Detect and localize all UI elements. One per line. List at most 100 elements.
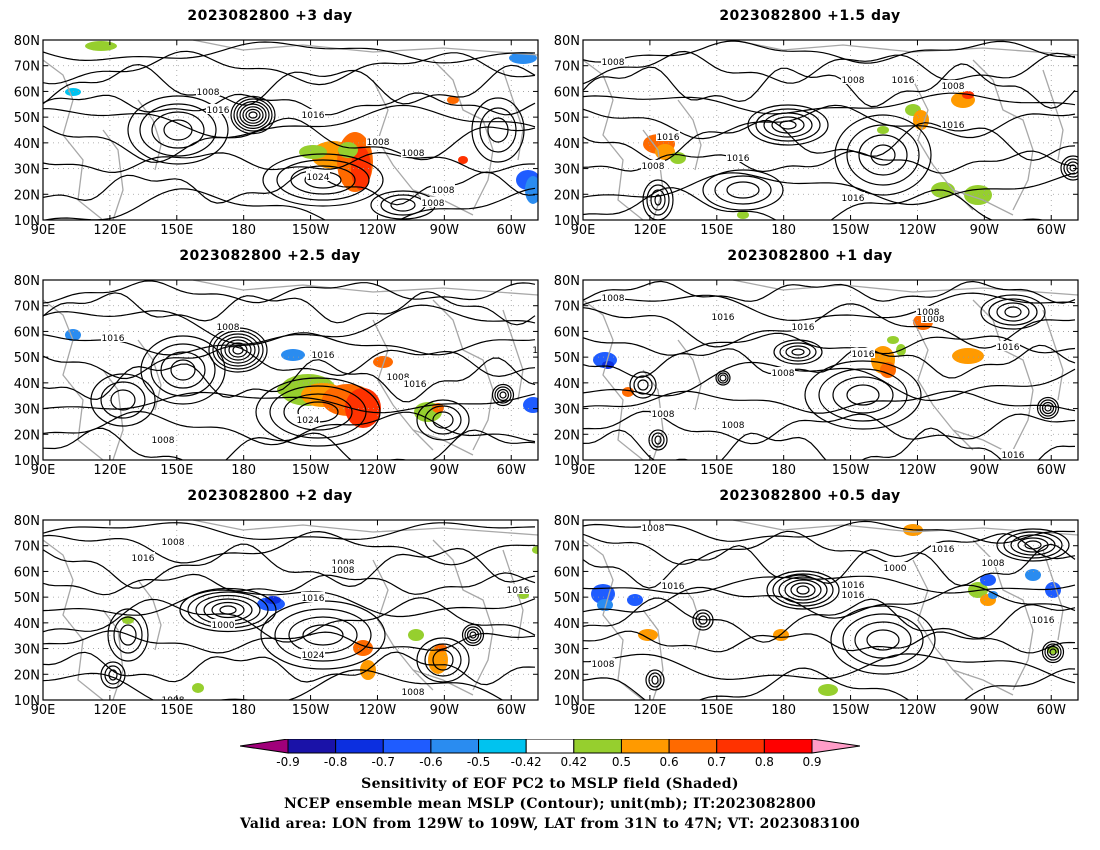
x-tick-label: 120W xyxy=(899,223,937,238)
x-tick-label: 150W xyxy=(832,703,870,718)
mslp-contour xyxy=(163,119,193,141)
panel-title: 2023082800 +2.5 day xyxy=(179,248,361,264)
sensitivity-shade xyxy=(299,145,327,159)
contour-label: 1016 xyxy=(302,594,325,604)
contour-label: 1016 xyxy=(102,334,125,344)
mslp-contour xyxy=(119,624,137,646)
coastline xyxy=(432,539,494,691)
mslp-contour xyxy=(692,609,714,631)
contour-label: 1008 xyxy=(422,199,445,209)
mslp-contour xyxy=(276,159,370,201)
mslp-contour xyxy=(583,427,1076,460)
contour-label: 1008 xyxy=(162,696,185,706)
colorbar-scale xyxy=(240,739,860,754)
y-tick-label: 70N xyxy=(14,60,40,75)
sensitivity-shade xyxy=(952,348,984,364)
mslp-contour xyxy=(583,575,1076,595)
mslp-contour xyxy=(818,368,908,422)
contour-label: 1016 xyxy=(997,343,1020,353)
mslp-contour xyxy=(170,359,196,381)
mslp-contour xyxy=(1039,399,1057,417)
y-tick-label: 60N xyxy=(554,565,580,580)
mslp-contour xyxy=(43,280,536,304)
y-tick-label: 30N xyxy=(554,163,580,178)
colorbar-tick-label: -0.6 xyxy=(419,755,443,769)
panel-plus2day: 2023082800 +2 day 1008 1016 1008 1008 1016 10… xyxy=(0,488,540,728)
x-tick-label: 120W xyxy=(359,703,397,718)
y-tick-label: 60N xyxy=(14,565,40,580)
x-tick-label: 60W xyxy=(497,463,527,478)
colorbar-tick-label: -0.8 xyxy=(323,755,348,769)
x-tick-label: 90W xyxy=(430,463,460,478)
colorbar-tick-label: 0.7 xyxy=(707,755,727,769)
colorbar-tick-label: -0.9 xyxy=(276,755,300,769)
mslp-contour xyxy=(43,63,536,106)
mslp-contour xyxy=(583,292,1076,322)
contour-label: 1008 xyxy=(387,373,410,383)
x-tick-label: 150W xyxy=(832,463,870,478)
contour-label: 1016 xyxy=(404,380,427,390)
y-tick-label: 80N xyxy=(14,274,40,289)
mslp-contour xyxy=(107,608,149,662)
x-tick-label: 120E xyxy=(633,703,666,718)
y-tick-label: 40N xyxy=(554,137,580,152)
contour-label: 1024 xyxy=(307,173,330,183)
mslp-contour xyxy=(274,608,372,662)
mslp-contour xyxy=(583,303,1076,349)
x-tick-label: 180 xyxy=(771,463,796,478)
coastline xyxy=(502,309,524,401)
colorbar-tick-label: 0.5 xyxy=(611,755,631,769)
mslp-contour xyxy=(151,111,205,149)
mslp-contour xyxy=(108,669,118,681)
mslp-contour xyxy=(702,169,784,211)
panel-title: 2023082800 +1.5 day xyxy=(719,8,901,24)
mslp-contour xyxy=(988,298,1038,326)
y-tick-label: 70N xyxy=(554,60,580,75)
coastline xyxy=(583,299,644,460)
sensitivity-shade xyxy=(65,329,81,341)
contour-label: 1016 xyxy=(792,323,815,333)
mslp-contour xyxy=(100,381,146,419)
x-tick-label: 120W xyxy=(899,703,937,718)
mslp-contour xyxy=(773,339,823,365)
mslp-contour xyxy=(139,103,217,157)
mslp-contour xyxy=(583,597,1076,643)
contour-label: 1016 xyxy=(1032,616,1055,626)
contour-label: 1008 xyxy=(602,294,625,304)
mslp-contour xyxy=(43,92,536,116)
contour-label: 1008 xyxy=(402,688,425,698)
contour-label: 1008 xyxy=(432,186,455,196)
sensitivity-shade xyxy=(602,361,614,369)
map-plot: 1008101610161008101610081008101610081008… xyxy=(554,274,1079,478)
coastline xyxy=(192,520,538,536)
colorbar-tick-label: 0.6 xyxy=(659,755,679,769)
mslp-contour xyxy=(104,665,122,685)
mslp-contour xyxy=(179,587,277,633)
mslp-contour xyxy=(224,339,252,361)
y-tick-label: 50N xyxy=(14,111,40,126)
colorbar-swatch xyxy=(620,739,670,754)
mslp-contour xyxy=(715,370,731,386)
mslp-contour xyxy=(779,342,817,362)
map-plot: 10161008101610241008101610081080N70N60N5… xyxy=(14,274,539,478)
mslp-contour xyxy=(766,570,840,610)
sensitivity-shade xyxy=(345,388,381,428)
contour-label: 1008 xyxy=(367,138,390,148)
x-tick-label: 150E xyxy=(160,703,193,718)
contour-label: 1008 xyxy=(197,88,220,98)
contour-label: 1024 xyxy=(302,651,325,661)
coastline xyxy=(677,339,702,411)
contour-label: 1008 xyxy=(332,566,355,576)
sensitivity-shade xyxy=(447,96,459,104)
mslp-contour xyxy=(219,605,237,615)
contour-label: 1016 xyxy=(852,350,875,360)
mslp-contour xyxy=(43,104,536,139)
mslp-contour xyxy=(717,372,729,384)
mslp-contour xyxy=(496,388,510,402)
caption-line-2: NCEP ensemble mean MSLP (Contour); unit(… xyxy=(283,796,817,812)
mslp-contour xyxy=(1041,640,1065,664)
mslp-contour xyxy=(637,379,649,391)
colorbar-tick-label: 0.9 xyxy=(802,755,822,769)
mslp-contour xyxy=(1069,164,1077,172)
contour-label: 1008 xyxy=(642,524,665,534)
